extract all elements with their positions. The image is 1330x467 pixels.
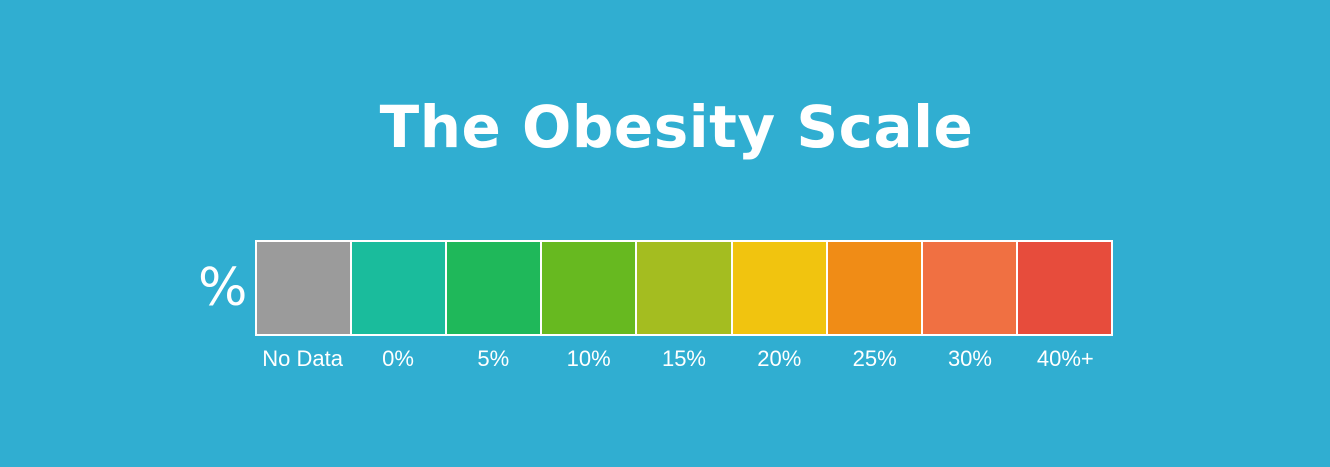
- label-no-data: No Data: [262, 346, 344, 371]
- swatch-10-percent: [542, 242, 638, 334]
- percent-symbol: %: [198, 258, 248, 318]
- swatch-15-percent: [637, 242, 733, 334]
- swatch-0-percent: [352, 242, 448, 334]
- scale-labels: No Data 0% 5% 10% 15% 20% 25% 30% 40%+: [255, 344, 1113, 374]
- swatch-40-plus-percent: [1017, 242, 1113, 334]
- swatch-20-percent: [732, 242, 828, 334]
- label-5-percent: 5%: [477, 346, 510, 371]
- swatch-30-percent: [922, 242, 1018, 334]
- label-15-percent: 15%: [661, 346, 706, 371]
- scale-title: The Obesity Scale: [379, 93, 974, 161]
- label-20-percent: 20%: [757, 346, 802, 371]
- swatch-5-percent: [447, 242, 543, 334]
- color-scale-bar: [255, 240, 1113, 336]
- swatch-no-data: [257, 242, 353, 334]
- label-0-percent: 0%: [382, 346, 414, 371]
- label-25-percent: 25%: [852, 346, 897, 371]
- label-40-plus-percent: 40%+: [1036, 346, 1094, 371]
- swatch-25-percent: [827, 242, 923, 334]
- label-10-percent: 10%: [566, 346, 611, 371]
- label-30-percent: 30%: [947, 346, 992, 371]
